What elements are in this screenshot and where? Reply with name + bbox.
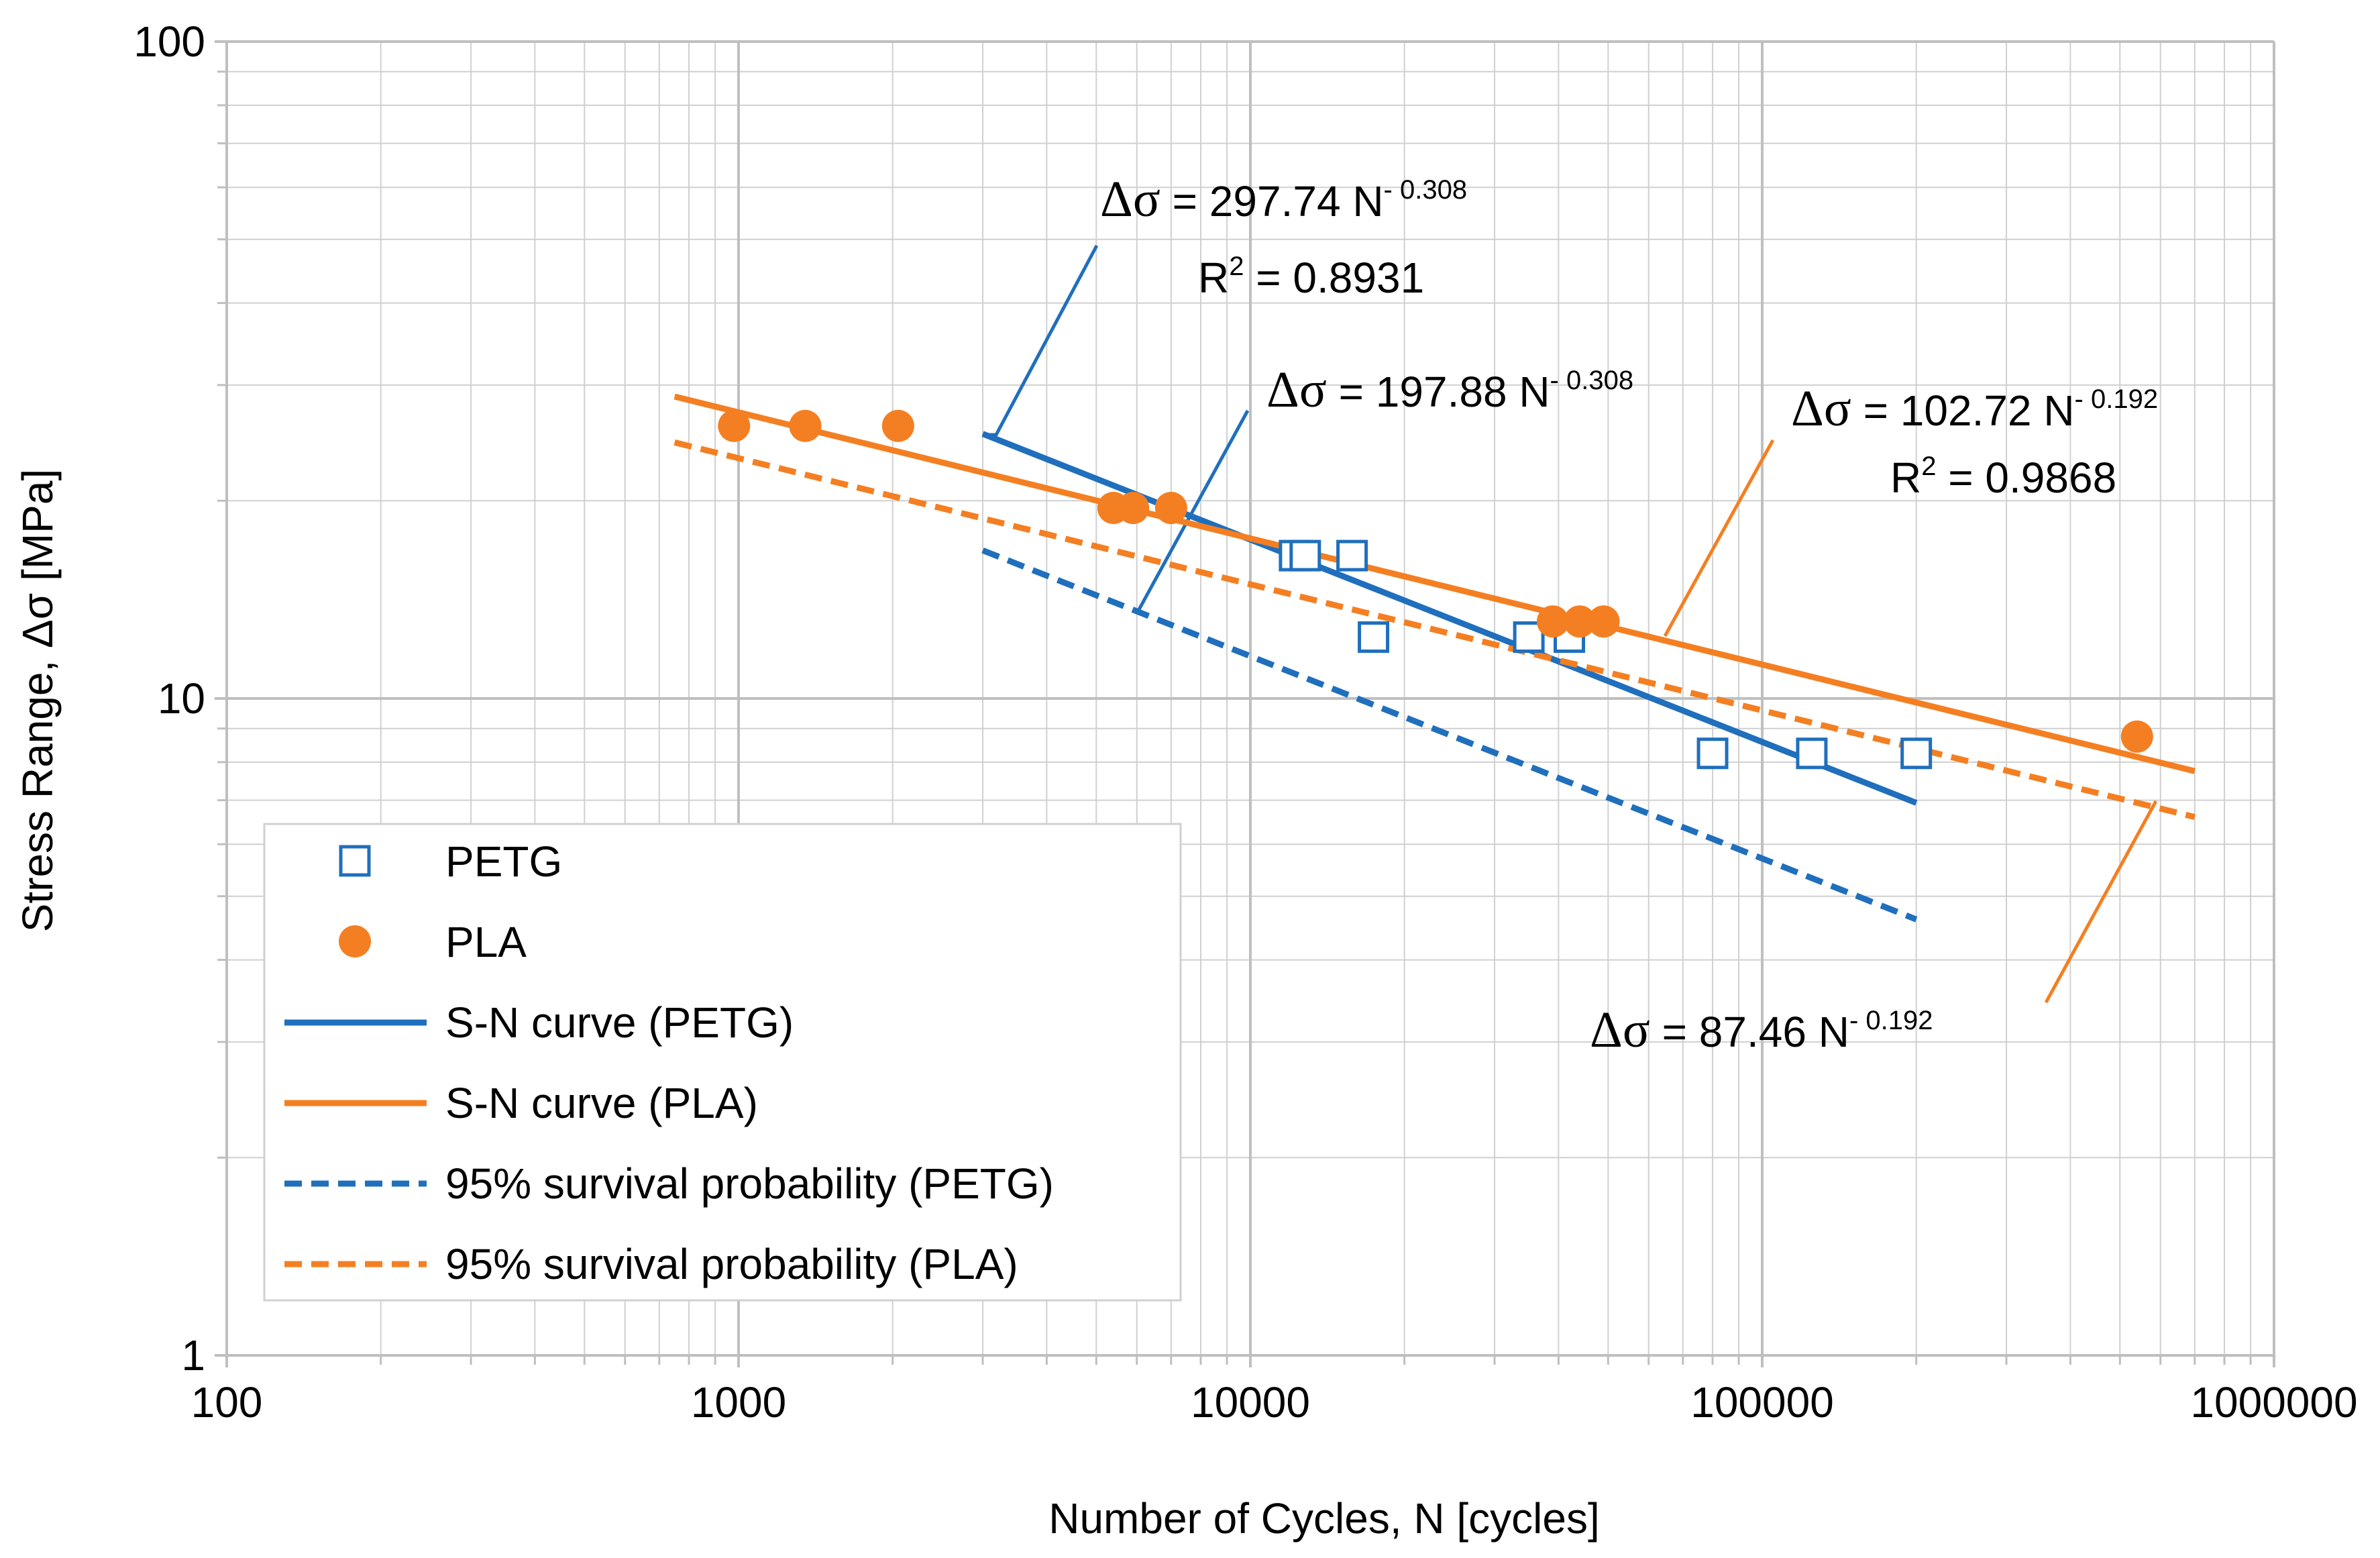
legend-marker-petg bbox=[339, 845, 371, 877]
pla-data-point bbox=[2120, 720, 2153, 753]
axis-lines bbox=[217, 42, 2274, 1365]
leader-petg-95 bbox=[1136, 409, 1250, 613]
pla-data-point bbox=[1154, 492, 1187, 525]
annotation-petg-mean-equation: Δσ = 297.74 N- 0.308 bbox=[1100, 171, 1467, 227]
pla-data-point bbox=[789, 409, 822, 442]
legend-entry-petg: PETG bbox=[339, 837, 562, 886]
curve-95-survival-probability-petg bbox=[981, 548, 1918, 923]
legend-entry-95-petg: 95% survival probability (PETG) bbox=[284, 1159, 1054, 1208]
annotation-pla-95: Δσ = 87.46 N- 0.192 bbox=[1590, 1002, 1933, 1058]
annotation-pla-mean: Δσ = 102.72 N- 0.192 R2 = 0.9868 bbox=[1791, 380, 2158, 502]
pla-data-point bbox=[1536, 605, 1569, 638]
annotation-petg-95-equation: Δσ = 197.88 N- 0.308 bbox=[1266, 362, 1633, 418]
petg-data-point bbox=[1289, 539, 1321, 572]
petg-data-point bbox=[1900, 737, 1933, 770]
legend-box bbox=[263, 823, 1182, 1302]
pla-data-point bbox=[1563, 605, 1596, 638]
legend-label-95-pla: 95% survival probability (PLA) bbox=[445, 1240, 1018, 1288]
annotation-petg-mean: Δσ = 297.74 N- 0.308 R2 = 0.8931 bbox=[1100, 171, 1467, 302]
legend-label-sn-pla: S-N curve (PLA) bbox=[445, 1079, 758, 1127]
x-axis-title: Number of Cycles, N [cycles] bbox=[1048, 1494, 1600, 1543]
y-tick-labels: 1 10 100 bbox=[133, 17, 205, 1380]
curve-s-n-curve-pla bbox=[673, 393, 2196, 774]
x-tick-label: 100 bbox=[191, 1378, 263, 1426]
annotation-petg-95: Δσ = 197.88 N- 0.308 bbox=[1266, 362, 1633, 418]
curve-95-survival-probability-pla bbox=[673, 439, 2196, 821]
petg-data-point bbox=[1358, 621, 1390, 654]
y-tick-label: 100 bbox=[133, 17, 205, 66]
leader-pla-mean bbox=[1663, 439, 1775, 637]
petg-data-point bbox=[1336, 539, 1368, 572]
pla-data-point bbox=[718, 409, 751, 442]
petg-data-point bbox=[1696, 737, 1729, 770]
leader-pla-95 bbox=[2044, 800, 2158, 1004]
legend-label-petg: PETG bbox=[445, 837, 562, 886]
x-tick-label: 100000 bbox=[1690, 1378, 1834, 1426]
legend-entry-pla: PLA bbox=[339, 918, 527, 966]
x-tick-labels: 100 1000 10000 100000 1000000 bbox=[191, 1378, 2358, 1426]
petg-data-point bbox=[1796, 737, 1828, 770]
pla-data-point bbox=[1587, 605, 1620, 638]
legend: PETG PLA S-N curve (PETG) S-N curve (PLA… bbox=[263, 823, 1182, 1302]
pla-data-point bbox=[1117, 492, 1150, 525]
legend-entry-sn-pla: S-N curve (PLA) bbox=[284, 1079, 758, 1127]
legend-label-sn-petg: S-N curve (PETG) bbox=[445, 998, 794, 1047]
annotation-petg-r2: R2 = 0.8931 bbox=[1198, 252, 1424, 302]
annotation-pla-mean-equation: Δσ = 102.72 N- 0.192 bbox=[1791, 380, 2158, 437]
annotation-pla-r2: R2 = 0.9868 bbox=[1890, 452, 2116, 502]
y-tick-label: 10 bbox=[158, 674, 205, 723]
x-tick-label: 1000000 bbox=[2190, 1378, 2357, 1426]
y-axis-title: Stress Range, Δσ [MPa] bbox=[13, 469, 62, 933]
pla-data-point bbox=[881, 409, 914, 442]
y-tick-label: 1 bbox=[181, 1331, 205, 1380]
legend-entry-sn-petg: S-N curve (PETG) bbox=[284, 998, 794, 1047]
legend-entry-95-pla: 95% survival probability (PLA) bbox=[284, 1240, 1018, 1288]
legend-label-95-petg: 95% survival probability (PETG) bbox=[445, 1159, 1054, 1208]
legend-marker-pla bbox=[339, 925, 371, 957]
x-tick-label: 10000 bbox=[1191, 1378, 1310, 1426]
legend-label-pla: PLA bbox=[445, 918, 527, 966]
annotation-pla-95-equation: Δσ = 87.46 N- 0.192 bbox=[1590, 1002, 1933, 1058]
x-tick-label: 1000 bbox=[691, 1378, 786, 1426]
data-markers bbox=[718, 409, 2153, 770]
